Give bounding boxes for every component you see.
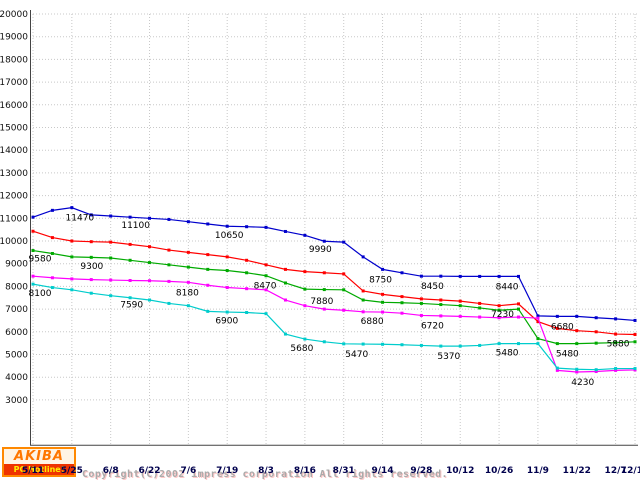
series-magenta-line	[32, 275, 636, 373]
y-axis-tick-label: 11000	[0, 214, 28, 224]
data-point-label: 8750	[369, 275, 392, 285]
x-axis-date-labels: 5/11 5/25 6/8 6/22 7/6 7/19 8/3 8/16 8/31 9/14 9/2…	[0, 466, 640, 480]
data-point-label: 5480	[496, 349, 519, 359]
series-green-line	[32, 249, 636, 345]
data-point-label: 4230	[571, 378, 594, 388]
data-point-label: 9300	[80, 262, 103, 272]
data-point-label: 9990	[309, 245, 332, 255]
y-axis-tick-label: 9000	[5, 260, 28, 270]
y-axis-tick-label: 19000	[0, 33, 28, 43]
y-axis-tick-label: 10000	[0, 237, 28, 247]
y-axis-tick-label: 8000	[5, 282, 28, 292]
logo-akiba-text: AKIBA	[14, 449, 64, 464]
y-axis-tick-label: 16000	[0, 101, 28, 111]
x-axis-date-label: 7/6	[180, 466, 197, 476]
data-point-label: 7880	[310, 297, 333, 307]
data-point-label: 5680	[290, 344, 313, 354]
logo-pc-hotline-text: PC Hotline!	[4, 464, 74, 475]
data-point-label: 6720	[421, 321, 444, 331]
series-red-line	[32, 230, 636, 336]
y-axis-tick-label: 12000	[0, 192, 28, 202]
y-axis-tick-label: 13000	[0, 169, 28, 179]
x-axis-date-label: 12/7	[604, 466, 627, 476]
y-axis-tick-label: 6000	[5, 328, 28, 338]
data-point-label: 8100	[29, 289, 52, 299]
data-point-label: 6900	[215, 316, 238, 326]
data-point-label: 7230	[491, 310, 514, 320]
y-axis-tick-label: 7000	[5, 305, 28, 315]
copyright-line1: Copyright(C)2002 impress corporation All…	[82, 469, 448, 480]
y-axis-tick-label: 17000	[0, 78, 28, 88]
y-axis-tick-label: 18000	[0, 55, 28, 65]
data-point-label: 8470	[254, 282, 277, 292]
x-axis-date-label: 9/14	[371, 466, 394, 476]
price-line-chart: 20000 19000 18000 17000 16000 15000 14000 13000…	[0, 10, 638, 446]
data-point-label: 9580	[29, 255, 52, 265]
data-point-label: 8450	[421, 282, 444, 292]
x-axis-date-label: 10/26	[484, 466, 514, 476]
series-cyan-line	[32, 283, 636, 371]
data-point-label: 8440	[496, 282, 519, 292]
y-axis-tick-label: 5000	[5, 351, 28, 361]
y-axis-tick-label: 14000	[0, 146, 28, 156]
data-point-label: 5370	[437, 352, 460, 362]
copyright-text: Copyright(C)2002 impress corporation All…	[82, 447, 448, 480]
data-point-label: 10650	[215, 231, 244, 241]
x-axis-date-label: 8/16	[293, 466, 316, 476]
x-axis-date-label: 8/31	[332, 466, 355, 476]
y-axis-tick-label: 3000	[5, 396, 28, 406]
data-point-label: 11100	[121, 221, 150, 231]
series-blue-line	[32, 207, 636, 322]
x-axis-date-label: 10/12	[446, 466, 475, 476]
x-axis-date-label: 11/22	[562, 466, 591, 476]
y-axis-tick-label: 15000	[0, 124, 28, 134]
x-axis-date-label: 6/22	[138, 466, 161, 476]
y-axis-tick-label: 4000	[5, 373, 28, 383]
akiba-pc-hotline-logo: AKIBA PC Hotline!	[2, 447, 76, 477]
footer-banner: AKIBA PC Hotline! Copyright(C)2002 impre…	[0, 446, 640, 480]
data-point-label: 5470	[345, 350, 368, 360]
x-axis-date-label: 5/11	[21, 466, 45, 476]
data-point-label: 6680	[551, 322, 574, 332]
y-axis-tick-label: 20000	[0, 10, 28, 20]
x-axis-date-label: 7/19	[216, 466, 239, 476]
data-point-label: 5880	[607, 340, 630, 350]
x-axis-date-label: 5/25	[60, 466, 83, 476]
data-point-label: 5480	[556, 350, 579, 360]
x-axis-date-label: 12/14	[620, 466, 640, 476]
x-axis-date-label: 6/8	[102, 466, 119, 476]
data-point-label: 6880	[361, 317, 384, 327]
data-point-label: 8180	[176, 288, 199, 298]
x-axis-date-label: 8/3	[258, 466, 274, 476]
x-axis-date-label: 11/9	[526, 466, 549, 476]
x-axis-date-label: 9/28	[410, 466, 433, 476]
data-point-label: 11470	[66, 214, 95, 224]
data-point-label: 7590	[120, 301, 143, 311]
